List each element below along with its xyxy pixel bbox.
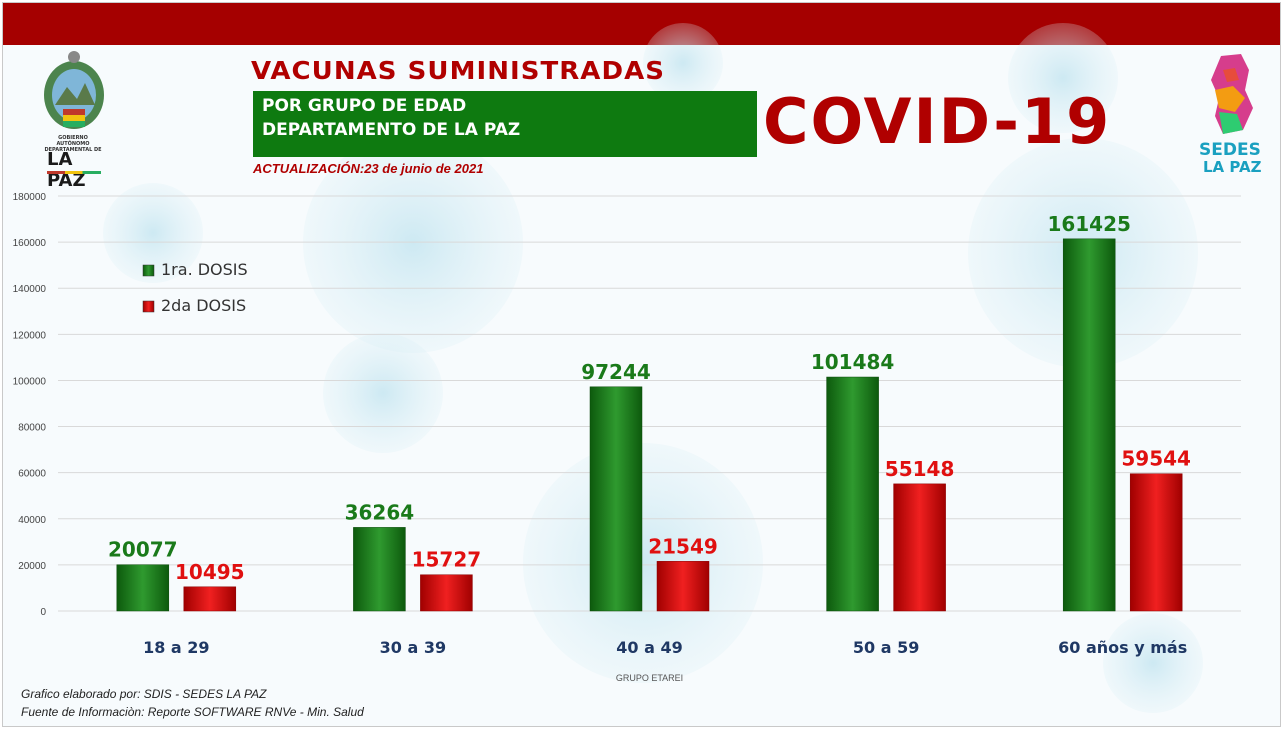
bar-dose2 bbox=[656, 561, 710, 612]
logo-left-line1: GOBIERNO AUTÓNOMO bbox=[56, 135, 90, 147]
data-label: 101484 bbox=[811, 350, 895, 374]
data-label: 59544 bbox=[1121, 447, 1191, 471]
y-tick-label: 180000 bbox=[13, 192, 47, 203]
covid-banner: COVID-19 bbox=[763, 85, 1112, 158]
sedes-logo: SEDES LA PAZ bbox=[1193, 50, 1273, 180]
y-tick-label: 60000 bbox=[18, 469, 46, 480]
y-tick-label: 40000 bbox=[18, 515, 46, 526]
bar-dose1 bbox=[353, 527, 406, 612]
sedes-logo-top: SEDES bbox=[1199, 140, 1261, 160]
virus-shape-4 bbox=[323, 333, 443, 453]
data-label: 36264 bbox=[345, 500, 415, 524]
x-tick-label: 40 a 49 bbox=[616, 638, 682, 657]
x-tick-label: 50 a 59 bbox=[853, 638, 919, 657]
bar-dose2 bbox=[183, 586, 237, 612]
x-tick-label: 18 a 29 bbox=[143, 638, 209, 657]
y-tick-label: 120000 bbox=[13, 330, 47, 341]
virus-shape-5 bbox=[1008, 23, 1118, 133]
data-label: 161425 bbox=[1047, 212, 1131, 236]
subtitle-line-1: POR GRUPO DE EDAD bbox=[262, 96, 467, 116]
bar-dose2 bbox=[1129, 473, 1183, 612]
update-date: ACTUALIZACIÓN:23 de junio de 2021 bbox=[253, 161, 484, 176]
y-tick-label: 100000 bbox=[13, 376, 47, 387]
footer-credit: Grafico elaborado por: SDIS - SEDES LA P… bbox=[21, 687, 267, 701]
bar-dose2 bbox=[420, 574, 473, 612]
subtitle-line-2: DEPARTAMENTO DE LA PAZ bbox=[262, 120, 521, 140]
data-label: 10495 bbox=[175, 560, 245, 584]
legend-label: 1ra. DOSIS bbox=[161, 260, 248, 279]
bar-dose1 bbox=[1062, 238, 1116, 612]
bar-dose1 bbox=[116, 564, 170, 612]
virus-shape-7 bbox=[1103, 613, 1203, 713]
gobernacion-logo: GOBIERNO AUTÓNOMO DEPARTAMENTAL DE LA PA… bbox=[33, 47, 115, 191]
legend-label: 2da DOSIS bbox=[161, 296, 246, 315]
y-tick-label: 160000 bbox=[13, 238, 47, 249]
legend-swatch-dose2 bbox=[142, 300, 155, 313]
virus-shape-8 bbox=[643, 23, 723, 103]
data-label: 20077 bbox=[108, 538, 178, 562]
chart-title: VACUNAS SUMINISTRADAS bbox=[251, 56, 666, 85]
data-label: 97244 bbox=[581, 360, 651, 384]
virus-shape-6 bbox=[103, 183, 203, 283]
bar-dose1 bbox=[589, 386, 643, 612]
y-tick-label: 140000 bbox=[13, 284, 47, 295]
virus-shape-3 bbox=[523, 443, 763, 683]
y-tick-label: 0 bbox=[40, 607, 46, 618]
x-tick-label: 60 años y más bbox=[1058, 638, 1187, 657]
bar-dose2 bbox=[893, 483, 946, 612]
logo-left-line3: LA PAZ bbox=[47, 149, 86, 191]
y-tick-label: 80000 bbox=[18, 423, 46, 434]
legend-swatch-dose1 bbox=[142, 264, 155, 277]
x-axis-title: GRUPO ETAREI bbox=[616, 673, 683, 683]
footer-source: Fuente de Informaciòn: Reporte SOFTWARE … bbox=[21, 705, 364, 719]
y-tick-label: 20000 bbox=[18, 561, 46, 572]
x-tick-label: 30 a 39 bbox=[380, 638, 446, 657]
subtitle-box: POR GRUPO DE EDAD DEPARTAMENTO DE LA PAZ bbox=[253, 91, 757, 157]
data-label: 15727 bbox=[412, 548, 482, 572]
virus-shape-1 bbox=[303, 133, 523, 353]
logo-left-line2: DEPARTAMENTAL DE bbox=[44, 147, 102, 153]
sedes-logo-bottom: LA PAZ bbox=[1203, 158, 1262, 176]
bar-dose1 bbox=[826, 376, 879, 612]
bar-chart: 0 20000 40000 60000 80000 100000 120000 140000 1… bbox=[13, 192, 1241, 683]
data-label: 21549 bbox=[648, 534, 718, 558]
data-label: 55148 bbox=[885, 457, 955, 481]
